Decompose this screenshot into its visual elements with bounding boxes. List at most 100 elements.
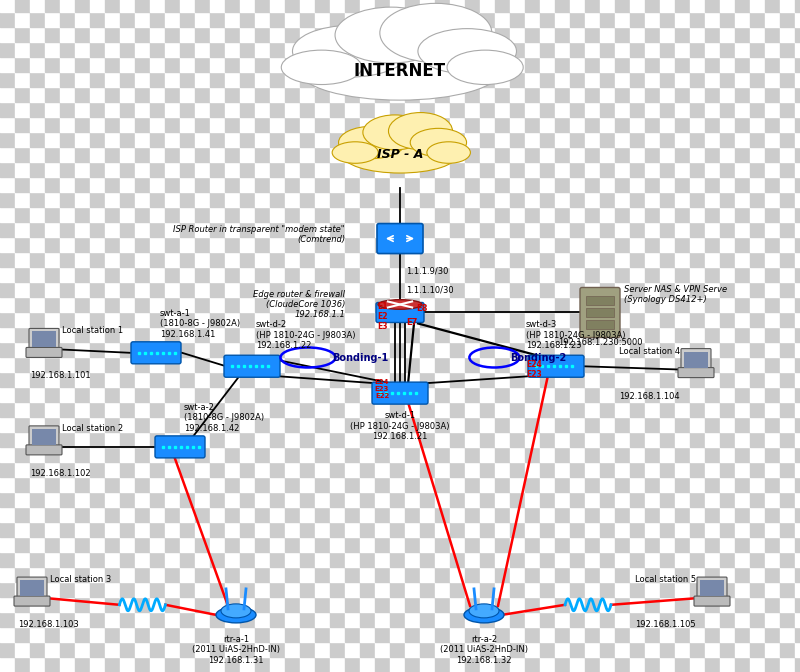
Bar <box>720 582 735 597</box>
Bar <box>435 102 450 117</box>
Bar <box>720 447 735 462</box>
Bar <box>315 132 330 147</box>
Bar <box>225 42 240 57</box>
Bar <box>405 27 420 42</box>
Bar <box>645 162 660 177</box>
Bar <box>630 492 645 507</box>
Bar <box>555 117 570 132</box>
Bar <box>375 327 390 342</box>
Bar <box>165 102 180 117</box>
Bar <box>345 402 360 417</box>
Bar <box>660 132 675 147</box>
Bar <box>225 327 240 342</box>
Bar <box>600 117 615 132</box>
Bar <box>615 87 630 102</box>
Bar <box>570 372 585 387</box>
Bar <box>630 27 645 42</box>
Bar <box>450 117 465 132</box>
Bar <box>300 57 315 72</box>
Bar <box>90 147 105 162</box>
Bar <box>225 207 240 222</box>
Bar <box>570 147 585 162</box>
Bar <box>450 0 465 12</box>
Bar <box>780 237 795 252</box>
Bar <box>510 342 525 357</box>
Bar <box>330 597 345 612</box>
Bar <box>465 327 480 342</box>
Bar <box>405 417 420 432</box>
Bar <box>90 27 105 42</box>
Bar <box>780 342 795 357</box>
Bar <box>135 102 150 117</box>
Bar <box>510 387 525 402</box>
Bar <box>795 567 800 582</box>
Bar <box>165 477 180 492</box>
Bar <box>435 477 450 492</box>
Ellipse shape <box>427 142 470 163</box>
Bar <box>180 312 195 327</box>
Bar <box>660 507 675 522</box>
Bar <box>225 297 240 312</box>
Bar <box>315 507 330 522</box>
Bar <box>210 222 225 237</box>
Bar <box>240 162 255 177</box>
Bar <box>510 312 525 327</box>
Bar <box>15 162 30 177</box>
Bar <box>750 297 765 312</box>
FancyBboxPatch shape <box>377 224 423 253</box>
Bar <box>555 642 570 657</box>
Bar <box>285 642 300 657</box>
Bar <box>525 327 540 342</box>
Bar <box>300 72 315 87</box>
Bar <box>525 42 540 57</box>
Bar <box>480 87 495 102</box>
Bar <box>90 372 105 387</box>
Bar <box>195 372 210 387</box>
Bar <box>315 297 330 312</box>
Bar <box>585 627 600 642</box>
Bar <box>345 237 360 252</box>
Bar <box>675 552 690 567</box>
Bar <box>630 582 645 597</box>
Bar <box>480 492 495 507</box>
Bar <box>570 42 585 57</box>
Bar <box>525 552 540 567</box>
Bar <box>420 192 435 207</box>
Bar <box>630 162 645 177</box>
Bar <box>75 27 90 42</box>
Bar <box>780 597 795 612</box>
Bar <box>150 87 165 102</box>
Bar <box>90 402 105 417</box>
Bar <box>225 342 240 357</box>
Bar <box>15 297 30 312</box>
Bar <box>255 642 270 657</box>
Bar <box>210 12 225 27</box>
Bar <box>675 627 690 642</box>
Bar <box>105 177 120 192</box>
Bar <box>285 552 300 567</box>
Bar <box>360 162 375 177</box>
Bar <box>30 432 45 447</box>
Bar <box>0 657 15 672</box>
Text: Local station 3: Local station 3 <box>50 575 111 584</box>
Bar <box>345 507 360 522</box>
Bar <box>540 447 555 462</box>
Bar <box>480 402 495 417</box>
Bar <box>285 42 300 57</box>
Bar <box>795 117 800 132</box>
Bar <box>645 417 660 432</box>
Bar <box>780 177 795 192</box>
Bar <box>585 192 600 207</box>
Bar <box>435 507 450 522</box>
Bar <box>195 312 210 327</box>
Bar <box>195 597 210 612</box>
Bar <box>330 342 345 357</box>
Bar <box>285 117 300 132</box>
Bar <box>705 657 720 672</box>
Bar <box>90 267 105 282</box>
Bar <box>660 537 675 552</box>
Bar <box>390 447 405 462</box>
Ellipse shape <box>338 126 405 159</box>
Bar <box>720 222 735 237</box>
Bar <box>660 327 675 342</box>
